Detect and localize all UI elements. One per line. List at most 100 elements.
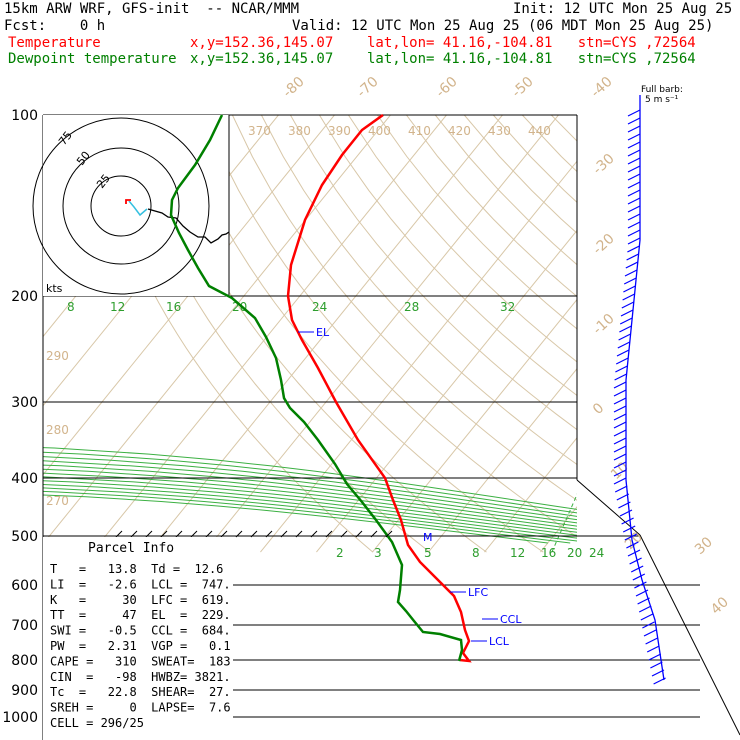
- mixing-ratio-label: 8: [472, 546, 480, 560]
- hatch-mark: [205, 530, 213, 538]
- theta-label: 280: [46, 423, 69, 437]
- hodograph-storm-motion: [128, 200, 148, 217]
- hatch-mark: [370, 530, 378, 538]
- dry-adiabat-line: [550, 115, 577, 142]
- parcel-level-label: LFC: [468, 586, 488, 599]
- wind-barb: [627, 133, 641, 141]
- mixing-ratio-label: 8: [67, 300, 75, 314]
- isotherm-label: 30: [692, 534, 716, 558]
- dry-adiabat-line: [667, 115, 740, 552]
- wind-barb: [613, 469, 627, 477]
- theta-label: 380: [288, 124, 311, 138]
- isotherm-label: 10: [608, 459, 632, 483]
- dry-adiabat-line: [318, 115, 577, 397]
- forecast-hour: Fcst: 0 h: [4, 18, 106, 34]
- mixing-ratio-label: 20: [567, 546, 582, 560]
- wind-barb: [646, 645, 660, 653]
- hatch-mark: [325, 530, 333, 538]
- parcel-info-row: K = 30 LFC = 619.: [50, 593, 231, 607]
- wind-barb: [616, 493, 630, 501]
- hatch-mark: [340, 530, 348, 538]
- isotherm-line: [708, 115, 740, 552]
- isotherm-label: -40: [588, 74, 616, 101]
- wind-barb: [618, 333, 631, 341]
- wind-barb: [653, 677, 666, 685]
- dry-adiabat-line: [347, 115, 577, 363]
- mixing-ratio-label: 24: [312, 300, 327, 314]
- mixing-ratio-label: 16: [541, 546, 556, 560]
- parcel-level-label: CCL: [500, 613, 522, 626]
- wind-barb: [627, 157, 641, 165]
- mixing-ratio-label: 12: [110, 300, 125, 314]
- isotherm-line: [43, 115, 335, 476]
- hatch-mark: [160, 530, 168, 538]
- isotherm-line: [428, 367, 577, 553]
- temperature-profile: [286, 113, 472, 663]
- moist-adiabat-line: [43, 487, 577, 542]
- theta-label: 270: [46, 494, 69, 508]
- mixing-ratio-label: 28: [404, 300, 419, 314]
- hatch-mark: [235, 530, 243, 538]
- mixing-ratio-label: 3: [374, 546, 382, 560]
- isotherm-line: [260, 160, 577, 553]
- wind-barb: [625, 261, 639, 269]
- wind-barb-legend: Full barb:: [641, 85, 683, 95]
- isotherm-line: [652, 115, 740, 552]
- wind-barb: [617, 341, 631, 349]
- wind-barb: [638, 605, 652, 613]
- dry-adiabat-line: [231, 115, 577, 501]
- isotherm-label: -50: [509, 74, 537, 101]
- hatch-mark: [250, 530, 258, 538]
- isotherm-line: [484, 437, 577, 553]
- hodograph-units-label: kts: [46, 282, 63, 295]
- dewpoint-profile: [169, 114, 464, 662]
- wind-barb: [645, 637, 658, 645]
- parcel-info-row: LI = -2.6 LCL = 747.: [50, 577, 231, 591]
- isotherm-line: [596, 115, 740, 552]
- moist-adiabat-line: [43, 447, 577, 510]
- wind-barb: [651, 669, 665, 677]
- wind-barb: [632, 573, 646, 581]
- parcel-info-row: CELL = 296/25: [50, 716, 144, 730]
- model-title: 15km ARW WRF, GFS-init -- NCAR/MMM: [4, 1, 300, 17]
- isotherm-label: -80: [280, 74, 308, 101]
- init-time: Init: 12 UTC Mon 25 Aug 25: [513, 1, 733, 17]
- moist-adiabat-line: [43, 472, 577, 530]
- dry-adiabat-line: [260, 115, 577, 466]
- dry-adiabat-line: [174, 115, 544, 553]
- isotherm-line: [148, 115, 503, 553]
- hatch-mark: [295, 530, 303, 538]
- wind-barb: [627, 197, 641, 205]
- wind-barb: [630, 565, 644, 573]
- isotherm-label: -60: [433, 74, 461, 101]
- valid-time: Valid: 12 UTC Mon 25 Aug 25 (06 MDT Mon …: [292, 18, 714, 34]
- isotherm-line: [204, 115, 559, 553]
- wind-barb: [627, 237, 641, 245]
- wind-barb: [613, 477, 627, 485]
- dry-adiabat-line: [406, 115, 577, 298]
- wind-barb: [627, 109, 641, 117]
- wind-barb: [634, 581, 647, 589]
- wind-barb: [627, 141, 641, 149]
- wind-barb: [626, 541, 639, 549]
- parcel-info-row: SREH = 0 LAPSE= 7.6: [50, 701, 231, 715]
- wind-barb: [626, 253, 639, 261]
- wind-barb: [613, 445, 627, 453]
- pressure-tick-label: 500: [11, 529, 38, 545]
- parcel-info-title: Parcel Info: [88, 541, 174, 556]
- isotherm-label: 0: [590, 400, 607, 418]
- wind-barb: [640, 613, 654, 621]
- wind-barb: [624, 533, 638, 541]
- dry-adiabat-line: [725, 115, 740, 552]
- wind-barb: [613, 397, 627, 405]
- isotherm-label: -70: [354, 74, 382, 101]
- moist-adiabat-line: [43, 460, 577, 521]
- wind-barb: [627, 213, 641, 221]
- theta-label: 420: [448, 124, 471, 138]
- wind-barb: [613, 413, 627, 421]
- hodograph-start-marker: [125, 199, 131, 204]
- theta-label: 430: [488, 124, 511, 138]
- wind-barb: [627, 221, 641, 229]
- mixing-ratio-line: [694, 414, 740, 552]
- hodograph-ring: [62, 147, 180, 265]
